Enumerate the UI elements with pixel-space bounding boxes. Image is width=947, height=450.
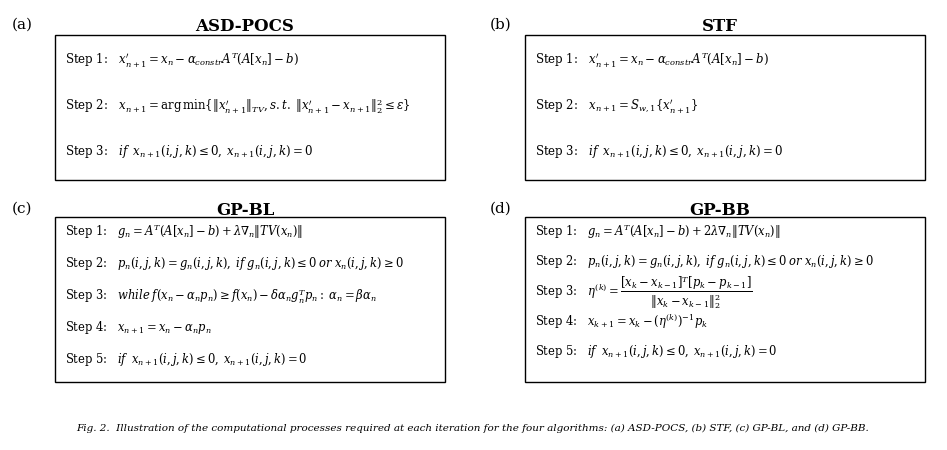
Text: Step 2:   $p_n(i,j,k) = g_n(i,j,k),\; \mathit{if}\; g_n(i,j,k)\leq 0\; \mathit{o: Step 2: $p_n(i,j,k) = g_n(i,j,k),\; \mat… (65, 256, 403, 273)
Text: Step 2:   $x_{n+1} = S_{w,1}\{x^{\prime}_{n+1}\}$: Step 2: $x_{n+1} = S_{w,1}\{x^{\prime}_{… (535, 97, 698, 115)
Text: GP-BL: GP-BL (216, 202, 275, 219)
Text: Step 1:   $\mathit{x}^{\prime}_{n+1} = x_n - \alpha_{constr}A^T(A[x_n]-b)$: Step 1: $\mathit{x}^{\prime}_{n+1} = x_n… (65, 50, 299, 70)
Text: Step 5:   $\mathit{if}\;\; x_{n+1}(i,j,k)\leq 0,\; x_{n+1}(i,j,k)=0$: Step 5: $\mathit{if}\;\; x_{n+1}(i,j,k)\… (535, 343, 777, 360)
Text: Step 1:   $x^{\prime}_{n+1} = x_n - \alpha_{constr}A^T(A[x_n]-b)$: Step 1: $x^{\prime}_{n+1} = x_n - \alpha… (535, 50, 769, 70)
Text: ASD-POCS: ASD-POCS (196, 18, 295, 35)
Text: (b): (b) (490, 18, 511, 32)
Text: (c): (c) (12, 202, 32, 216)
FancyBboxPatch shape (525, 35, 925, 180)
Text: Fig. 2.  Illustration of the computational processes required at each iteration : Fig. 2. Illustration of the computationa… (77, 423, 869, 432)
Text: Step 4:   $x_{n+1} = x_n - \alpha_n p_n$: Step 4: $x_{n+1} = x_n - \alpha_n p_n$ (65, 320, 212, 337)
Text: Step 3:   $\mathit{if}\;\; x_{n+1}(i,j,k)\leq 0,\; x_{n+1}(i,j,k)=0$: Step 3: $\mathit{if}\;\; x_{n+1}(i,j,k)\… (65, 144, 313, 161)
FancyBboxPatch shape (525, 217, 925, 382)
Text: STF: STF (702, 18, 738, 35)
Text: Step 3:   $\mathit{if}\;\; x_{n+1}(i,j,k)\leq 0,\; x_{n+1}(i,j,k)=0$: Step 3: $\mathit{if}\;\; x_{n+1}(i,j,k)\… (535, 144, 783, 161)
Text: Step 3:   $\mathit{while}\; f(x_n - \alpha_n p_n) \geq f(x_n) - \delta\alpha_n g: Step 3: $\mathit{while}\; f(x_n - \alpha… (65, 286, 377, 306)
Text: (d): (d) (490, 202, 511, 216)
Text: Step 2:   $x_{n+1} = \mathrm{arg\,min}\{\|x^{\prime}_{n+1}\|_{TV}, s.t.\; \|x^{\: Step 2: $x_{n+1} = \mathrm{arg\,min}\{\|… (65, 96, 411, 116)
Text: Step 2:   $p_n(i,j,k) = g_n(i,j,k),\; \mathit{if}\; g_n(i,j,k)\leq 0\; \mathit{o: Step 2: $p_n(i,j,k) = g_n(i,j,k),\; \mat… (535, 253, 874, 270)
Text: Step 3:   $\eta^{(k)} = \dfrac{[x_k - x_{k-1}]^T[p_k - p_{k-1}]}{\|x_k - x_{k-1}: Step 3: $\eta^{(k)} = \dfrac{[x_k - x_{k… (535, 273, 753, 311)
Text: Step 1:   $g_n = A^T(A[x_n]-b)+2\lambda\nabla_n\|TV(x_n)\|$: Step 1: $g_n = A^T(A[x_n]-b)+2\lambda\na… (535, 223, 780, 242)
Text: Step 4:   $x_{k+1} = x_k - (\eta^{(k)})^{-1} p_k$: Step 4: $x_{k+1} = x_k - (\eta^{(k)})^{-… (535, 313, 707, 332)
Text: Step 1:   $g_n = A^T(A[x_n]-b)+\lambda\nabla_n\|TV(x_n)\|$: Step 1: $g_n = A^T(A[x_n]-b)+\lambda\nab… (65, 223, 303, 242)
Text: (a): (a) (12, 18, 33, 32)
Text: Step 5:   $\mathit{if}\;\; x_{n+1}(i,j,k)\leq 0,\; x_{n+1}(i,j,k)=0$: Step 5: $\mathit{if}\;\; x_{n+1}(i,j,k)\… (65, 351, 308, 369)
FancyBboxPatch shape (55, 35, 445, 180)
Text: GP-BB: GP-BB (689, 202, 750, 219)
FancyBboxPatch shape (55, 217, 445, 382)
